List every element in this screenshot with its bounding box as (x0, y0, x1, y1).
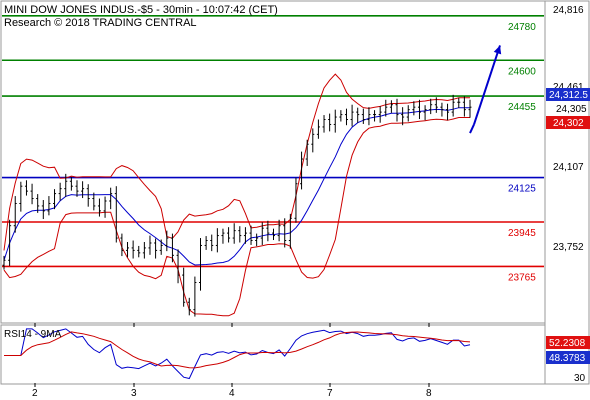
upper-band (3, 73, 470, 251)
price-badge-upper-label: 24,312.5 (549, 90, 588, 101)
price-badge-lower (546, 116, 590, 129)
price-tick-label: 24,107 (553, 162, 584, 173)
price-tick-label: 24,816 (553, 5, 584, 16)
level-label: 24600 (508, 66, 536, 77)
level-label: 24125 (508, 184, 536, 195)
rsi-ma-line (4, 331, 471, 369)
chart-title: MINI DOW JONES INDUS.-$5 - 30min - 10:07… (4, 4, 278, 16)
level-lines: 24780 24600 24455 24125 23945 23765 (2, 15, 544, 283)
level-label: 23945 (508, 228, 536, 239)
forecast-arrowhead (493, 45, 502, 55)
level-label: 23765 (508, 272, 536, 283)
forecast-line (473, 45, 501, 125)
bollinger-bands (3, 73, 470, 317)
x-tick-label: 8 (426, 388, 432, 399)
x-tick-label: 2 (32, 388, 38, 399)
price-axis-panel (544, 0, 590, 385)
moving-average (3, 107, 470, 266)
price-tick-label: 24,461 (553, 82, 584, 93)
candles (2, 94, 472, 317)
level-label: 24455 (508, 102, 536, 113)
forecast-line (469, 124, 475, 134)
rsi-ma-badge (546, 351, 590, 364)
rsi-value-label: 52.2308 (549, 338, 586, 349)
forecast-arrow (469, 45, 502, 134)
x-tick-label: 3 (131, 388, 137, 399)
rsi-value-badge (546, 336, 590, 349)
rsi-ma-label: 48.3783 (549, 353, 586, 364)
rsi-tick-label: 30 (574, 373, 586, 384)
price-badge-upper (546, 88, 590, 101)
last-price-label: 24,305 (556, 104, 587, 115)
chart-subtitle: Research © 2018 TRADING CENTRAL (4, 17, 197, 29)
rsi-lines (4, 328, 471, 380)
price-badge-lower-label: 24,302 (553, 118, 584, 129)
price-panel-frame (0, 0, 546, 324)
x-tick-label: 7 (327, 388, 333, 399)
level-label: 24780 (508, 22, 536, 33)
rsi-title: RSI14 - 9MA (4, 329, 62, 340)
rsi-line (4, 328, 471, 380)
x-tick-label: 4 (229, 388, 235, 399)
price-tick-label: 23,752 (553, 242, 584, 253)
lower-band (3, 117, 470, 317)
x-ticks (34, 323, 430, 387)
